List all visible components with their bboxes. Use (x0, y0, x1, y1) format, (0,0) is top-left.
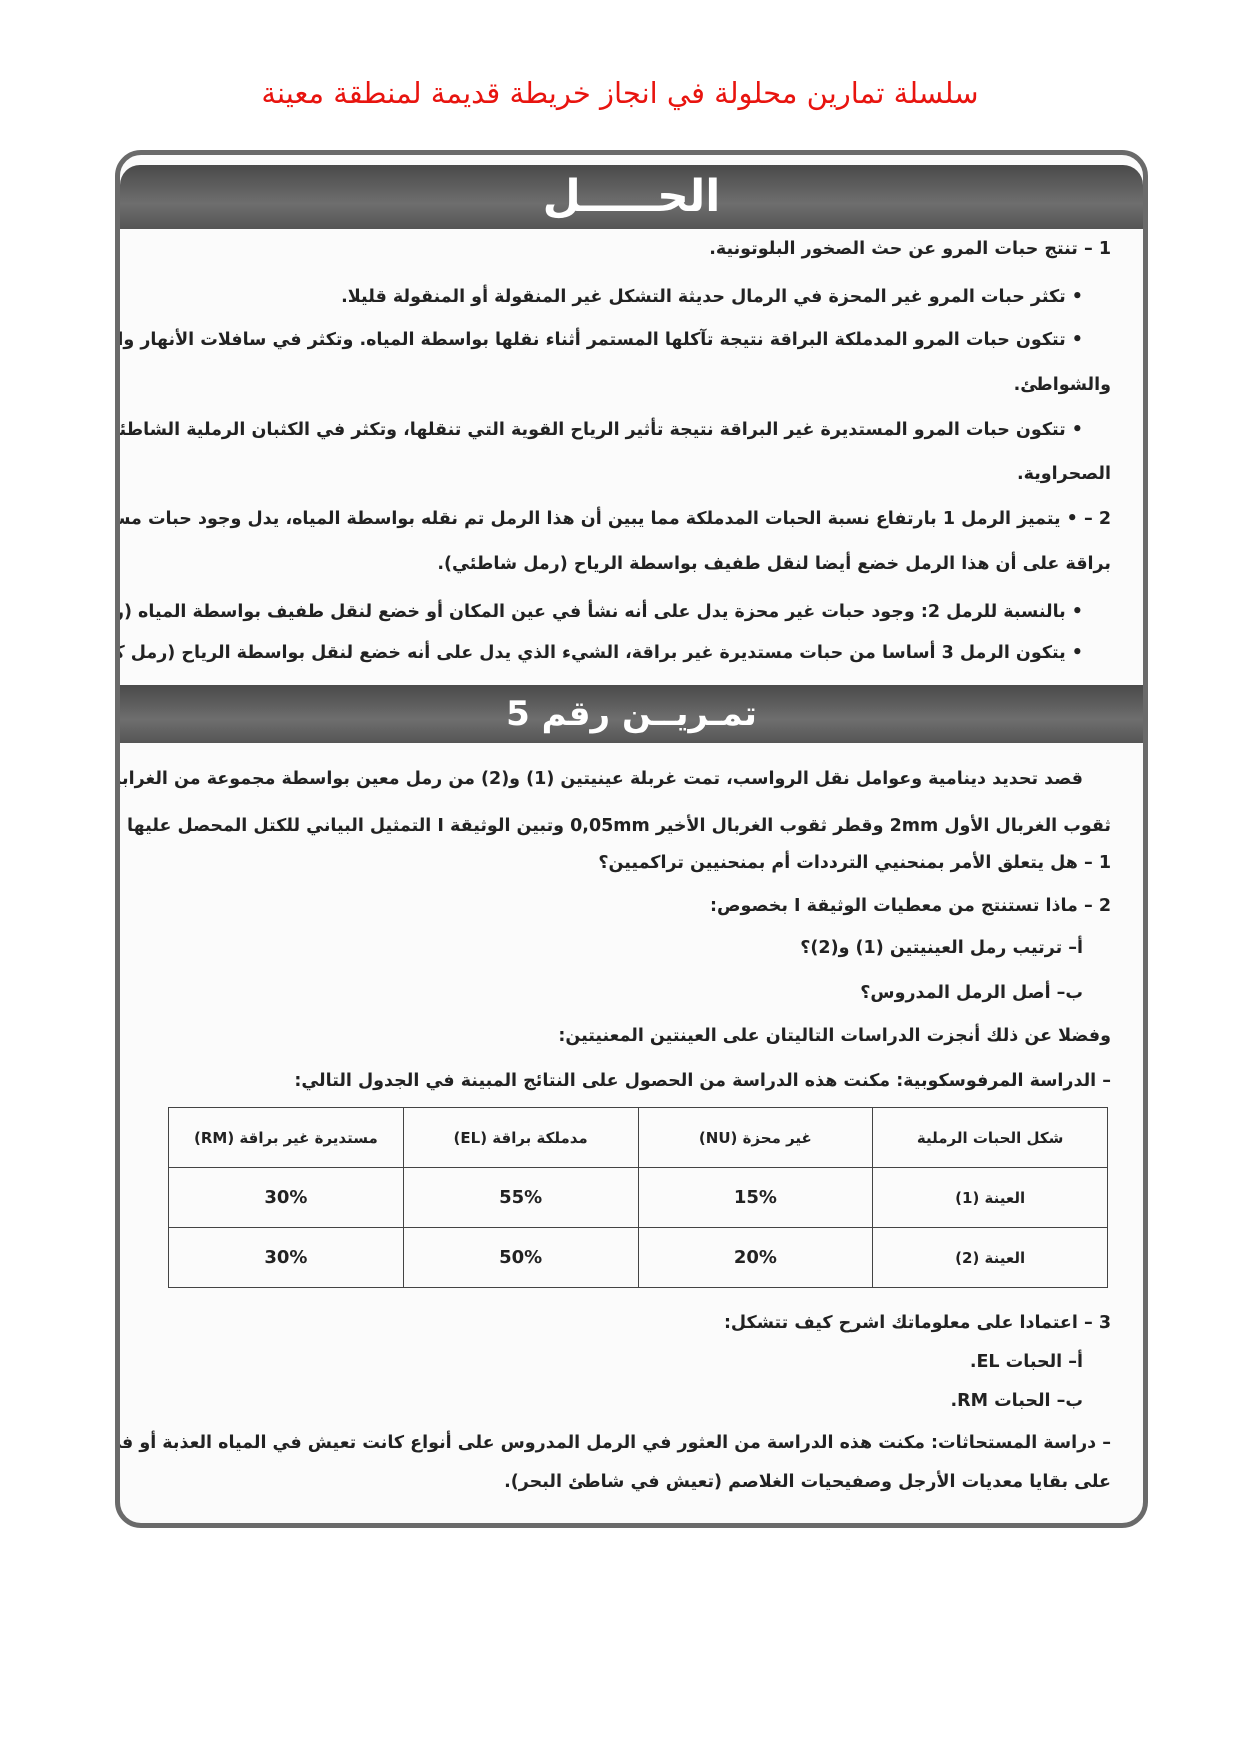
exercise-question: ب– أصل الرمل المدروس؟ (860, 983, 1083, 1003)
table-cell: 50% (402, 1227, 639, 1288)
exercise-question: 2 – ماذا تستنتج من معطيات الوثيقة I بخصو… (709, 896, 1111, 916)
exercise-line: على بقايا معديات الأرجل وصفيحيات الغلاصم… (504, 1472, 1111, 1492)
exercise-line: – دراسة المستحاثات: مكنت هذه الدراسة من … (120, 1433, 1111, 1453)
table-cell: 30% (168, 1167, 404, 1228)
exercise-question: 3 – اعتمادا على معلوماتك اشرح كيف تتشكل: (723, 1313, 1111, 1333)
solution-line: 1 – تنتج حبات المرو عن حث الصخور البلوتو… (709, 239, 1111, 259)
solution-line: الصحراوية. (1016, 464, 1111, 484)
table-row: العينة (2) 20% 50% 30% (168, 1227, 1108, 1288)
exercise-line: ثقوب الغربال الأول 2mm وقطر ثقوب الغربال… (120, 816, 1111, 836)
table-cell: 15% (637, 1167, 874, 1228)
exercise-question: ب– الحبات RM. (950, 1391, 1083, 1411)
exercise-heading: تمـريــن رقم 5 (120, 685, 1143, 743)
exercise-line: – الدراسة المرفوسكوبية: مكنت هذه الدراسة… (294, 1071, 1111, 1091)
page-title: سلسلة تمارين محلولة في انجاز خريطة قديمة… (261, 76, 979, 110)
solution-line: • تتكون حبات المرو المدملكة البراقة نتيج… (115, 330, 1083, 350)
exercise-line: قصد تحديد دينامية وعوامل نقل الرواسب، تم… (115, 769, 1083, 789)
solution-line: والشواطئ. (1013, 375, 1111, 395)
solution-line: • تتكون حبات المرو المستديرة غير البراقة… (115, 420, 1083, 440)
exercise-question: 1 – هل يتعلق الأمر بمنحنيي الترددات أم ب… (598, 853, 1111, 873)
solution-line: 2 – • يتميز الرمل 1 بارتفاع نسبة الحبات … (115, 509, 1111, 529)
table-header: مدملكة براقة (EL) (402, 1107, 639, 1168)
solution-heading: الحـــــل (120, 165, 1143, 229)
table-header: غير محزة (NU) (637, 1107, 874, 1168)
exercise-question: أ– ترتيب رمل العينيتين (1) و(2)؟ (800, 938, 1083, 958)
morphoscopy-table: شكل الحبات الرملية غير محزة (NU) مدملكة … (168, 1107, 1108, 1288)
table-cell: 30% (168, 1227, 404, 1288)
solution-line: • يتكون الرمل 3 أساسا من حبات مستديرة غي… (115, 643, 1083, 663)
document-frame: الحـــــل 1 – تنتج حبات المرو عن حث الصخ… (115, 150, 1148, 1528)
exercise-line: وفضلا عن ذلك أنجزت الدراسات التاليتان عل… (558, 1026, 1111, 1046)
solution-line: براقة على أن هذا الرمل خضع أيضا لنقل طفي… (437, 554, 1111, 574)
table-cell: العينة (1) (872, 1167, 1108, 1228)
solution-line: • بالنسبة للرمل 2: وجود حبات غير محزة يد… (115, 602, 1083, 622)
table-header: مستديرة غير براقة (RM) (168, 1107, 404, 1168)
solution-line: • تكثر حبات المرو غير المحزة في الرمال ح… (341, 287, 1083, 307)
table-header-row: شكل الحبات الرملية غير محزة (NU) مدملكة … (168, 1107, 1108, 1168)
table-cell: 20% (637, 1227, 874, 1288)
exercise-question: أ– الحبات EL. (969, 1352, 1083, 1372)
table-row: العينة (1) 15% 55% 30% (168, 1167, 1108, 1228)
table-header: شكل الحبات الرملية (872, 1107, 1108, 1168)
table-cell: 55% (402, 1167, 639, 1228)
table-cell: العينة (2) (872, 1227, 1108, 1288)
